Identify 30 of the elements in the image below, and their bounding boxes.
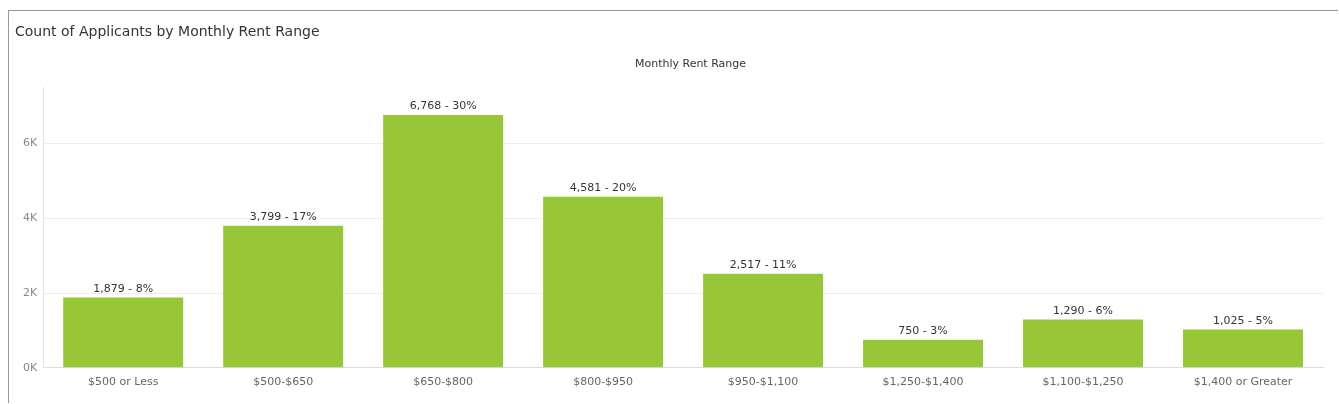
x-tick-label: $1,400 or Greater xyxy=(1193,375,1293,389)
data-label: 3,799 - 17% xyxy=(249,210,317,224)
x-tick-label: $500 or Less xyxy=(88,375,159,389)
data-label: 1,879 - 8% xyxy=(93,281,154,295)
bar xyxy=(223,225,344,368)
bar xyxy=(1023,319,1144,368)
x-tick-label: $1,100-$1,250 xyxy=(1042,375,1124,389)
x-tick-label: $500-$650 xyxy=(253,375,314,389)
y-tick-label: 4K xyxy=(22,211,38,225)
data-label: 750 - 3% xyxy=(898,324,948,338)
data-label: 1,025 - 5% xyxy=(1213,313,1273,327)
chart-title: Count of Applicants by Monthly Rent Range xyxy=(15,23,320,39)
x-tick-label: $1,250-$1,400 xyxy=(882,375,964,389)
bar xyxy=(543,196,664,368)
x-axis-title: Monthly Rent Range xyxy=(633,57,748,70)
data-label: 2,517 - 11% xyxy=(729,258,797,272)
x-tick-label: $650-$800 xyxy=(413,375,474,389)
x-tick-label: $950-$1,100 xyxy=(727,375,799,389)
data-label: 4,581 - 20% xyxy=(569,181,637,195)
x-tick-label: $800-$950 xyxy=(573,375,634,389)
bar xyxy=(383,114,504,368)
y-tick-label: 6K xyxy=(22,136,38,150)
y-tick-label: 0K xyxy=(22,360,38,374)
bar xyxy=(703,273,824,368)
data-label: 1,290 - 6% xyxy=(1053,303,1113,317)
bar xyxy=(63,297,184,368)
bar xyxy=(1183,329,1303,368)
y-tick-label: 2K xyxy=(22,285,38,299)
bar xyxy=(863,339,984,368)
data-label: 6,768 - 30% xyxy=(409,99,477,113)
